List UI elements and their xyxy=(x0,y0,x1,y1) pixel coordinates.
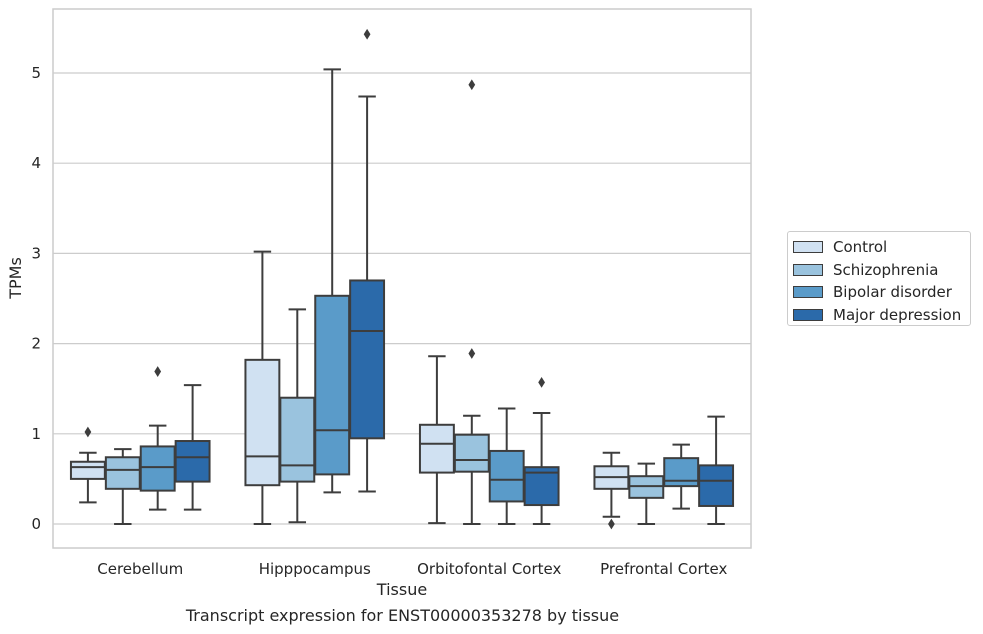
outlier-point xyxy=(154,366,162,377)
box-iqr xyxy=(104,456,141,490)
box-iqr xyxy=(244,358,281,487)
gridlines xyxy=(53,72,751,525)
legend-label: Control xyxy=(833,238,888,257)
box-iqr xyxy=(174,440,211,483)
box-iqr xyxy=(349,279,386,440)
box-2-0 xyxy=(418,355,455,525)
x-tick-label: Cerebellum xyxy=(97,560,183,578)
box-iqr xyxy=(663,457,700,488)
legend-item: Bipolar disorder xyxy=(792,281,970,304)
y-tick-label: 3 xyxy=(31,244,41,262)
x-axis-label: Tissue xyxy=(376,580,427,599)
box-1-3 xyxy=(349,28,386,493)
legend-label: Schizophrenia xyxy=(833,260,939,279)
outlier-point xyxy=(468,79,476,91)
legend-item: Major depression xyxy=(792,304,970,327)
box-iqr xyxy=(69,460,106,480)
x-tick-label: Hipppocampus xyxy=(259,560,371,578)
y-tick-label: 4 xyxy=(31,154,41,172)
legend-label: Bipolar disorder xyxy=(833,283,952,302)
box-1-0 xyxy=(244,250,281,525)
legend-swatch xyxy=(793,286,823,299)
box-iqr xyxy=(488,449,525,503)
box-iqr xyxy=(418,423,455,474)
chart-caption: Transcript expression for ENST0000035327… xyxy=(185,606,620,625)
outlier-point xyxy=(608,518,615,530)
box-2-1 xyxy=(453,79,490,525)
box-0-1 xyxy=(104,448,141,525)
box-1-1 xyxy=(279,308,316,524)
box-iqr xyxy=(453,433,490,473)
legend-swatch xyxy=(793,308,823,321)
box-3-2 xyxy=(663,443,700,510)
legend-swatch xyxy=(793,241,823,254)
outlier-point xyxy=(538,376,545,388)
box-2-2 xyxy=(488,407,525,525)
box-0-0 xyxy=(69,426,106,504)
legend-swatch xyxy=(793,263,823,276)
x-axis-ticks: Cerebellum Hipppocampus Orbitofontal Corte… xyxy=(97,560,727,578)
box-iqr xyxy=(314,294,351,476)
outlier-point xyxy=(468,348,476,359)
box-3-0 xyxy=(593,451,630,530)
box-1-2 xyxy=(314,68,351,494)
y-tick-label: 0 xyxy=(31,515,41,533)
legend-item: Control xyxy=(792,236,970,259)
legend: Control Schizophrenia Bipolar disorder Majo… xyxy=(787,231,971,326)
x-tick-label: Orbitofontal Cortex xyxy=(417,560,561,578)
outlier-point xyxy=(363,28,371,40)
box-0-2 xyxy=(139,366,176,511)
x-tick-label: Prefrontal Cortex xyxy=(600,560,727,578)
box-series xyxy=(69,28,735,530)
y-tick-label: 2 xyxy=(31,335,41,353)
box-2-3 xyxy=(523,376,560,525)
box-3-3 xyxy=(698,415,735,525)
legend-label: Major depression xyxy=(833,305,962,324)
plot-frame xyxy=(52,8,752,549)
y-tick-label: 5 xyxy=(31,64,41,82)
y-tick-label: 1 xyxy=(31,425,41,443)
box-3-1 xyxy=(628,462,665,525)
box-iqr xyxy=(279,396,316,483)
box-iqr xyxy=(698,464,735,507)
outlier-point xyxy=(84,426,92,438)
y-axis-label: TPMs xyxy=(6,257,25,300)
legend-item: Schizophrenia xyxy=(792,259,970,282)
y-axis-ticks: 0 1 2 3 4 5 xyxy=(31,64,41,533)
box-iqr xyxy=(139,445,176,492)
box-0-3 xyxy=(174,384,211,511)
